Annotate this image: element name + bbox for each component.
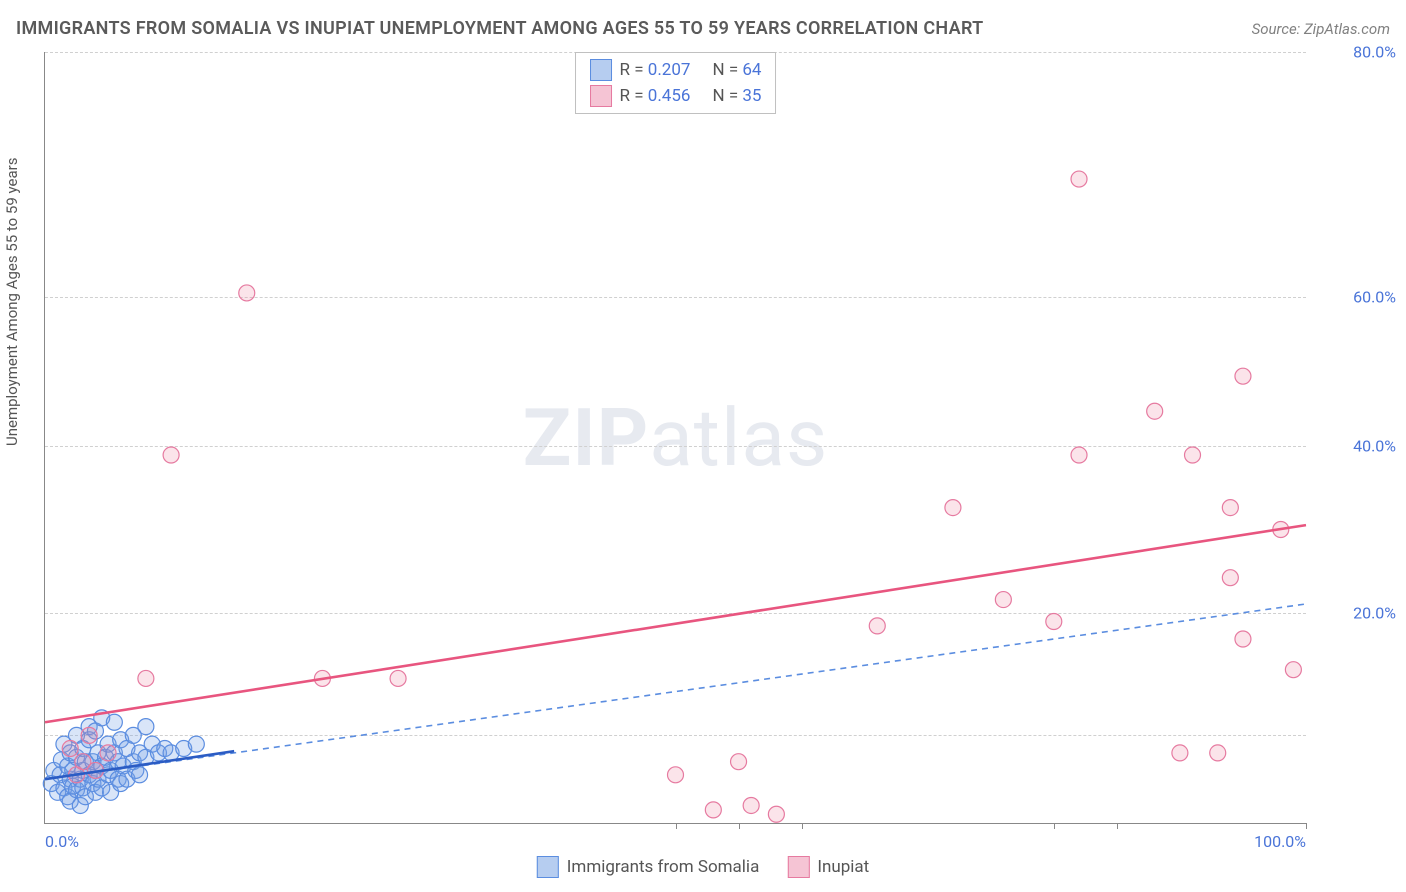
scatter-point-inupiat [1046,613,1062,629]
chart-header: IMMIGRANTS FROM SOMALIA VS INUPIAT UNEMP… [16,18,1390,39]
scatter-point-inupiat [668,767,684,783]
x-minor-tick [676,823,677,829]
scatter-point-somalia [106,714,122,730]
scatter-point-inupiat [768,806,784,822]
series-label-somalia: Immigrants from Somalia [567,857,760,877]
scatter-point-inupiat [163,447,179,463]
y-axis-label: Unemployment Among Ages 55 to 59 years [3,158,21,446]
scatter-point-inupiat [1071,171,1087,187]
scatter-point-inupiat [1210,745,1226,761]
scatter-point-inupiat [743,797,759,813]
scatter-point-inupiat [1147,403,1163,419]
scatter-point-inupiat [390,670,406,686]
x-minor-tick [1117,823,1118,829]
y-tick-label: 80.0% [1316,43,1396,62]
y-tick-label: 20.0% [1316,603,1396,622]
scatter-point-inupiat [1222,570,1238,586]
x-minor-tick [739,823,740,829]
legend-swatch-somalia [590,59,612,81]
scatter-point-inupiat [1222,500,1238,516]
scatter-point-inupiat [1285,662,1301,678]
plot-area: ZIPatlas 20.0%40.0%60.0%80.0% 0.0%100.0%… [44,52,1306,824]
x-tick-label: 0.0% [45,832,79,851]
x-minor-tick [802,823,803,829]
scatter-point-inupiat [1185,447,1201,463]
scatter-point-inupiat [239,285,255,301]
correlation-legend: R = 0.207 N = 64 R = 0.456 N = 35 [575,52,777,114]
legend-row-inupiat: R = 0.456 N = 35 [590,85,762,107]
trend-line-inupiat [45,525,1306,722]
y-tick-label: 40.0% [1316,437,1396,456]
scatter-point-inupiat [705,802,721,818]
scatter-point-inupiat [1235,368,1251,384]
legend-r-inupiat: R = 0.456 [620,86,691,106]
x-tick-label: 100.0% [1254,832,1306,851]
series-swatch-inupiat [787,856,809,878]
legend-n-inupiat: N = 35 [712,86,761,106]
scatter-point-inupiat [731,754,747,770]
scatter-point-inupiat [995,592,1011,608]
x-minor-tick [1306,823,1307,829]
series-legend-item-inupiat: Inupiat [787,856,869,878]
x-minor-tick [1054,823,1055,829]
series-legend-item-somalia: Immigrants from Somalia [537,856,760,878]
scatter-point-somalia [138,719,154,735]
scatter-point-inupiat [1172,745,1188,761]
scatter-point-inupiat [945,500,961,516]
scatter-point-inupiat [100,745,116,761]
series-legend: Immigrants from Somalia Inupiat [537,856,869,878]
chart-source: Source: ZipAtlas.com [1252,20,1390,38]
series-label-inupiat: Inupiat [817,857,869,877]
scatter-point-inupiat [81,727,97,743]
scatter-point-inupiat [869,618,885,634]
series-swatch-somalia [537,856,559,878]
y-tick-label: 60.0% [1316,288,1396,307]
scatter-point-inupiat [1071,447,1087,463]
scatter-point-inupiat [62,741,78,757]
chart-title: IMMIGRANTS FROM SOMALIA VS INUPIAT UNEMP… [16,18,983,39]
scatter-point-somalia [132,767,148,783]
scatter-svg [45,52,1306,823]
scatter-point-inupiat [1235,631,1251,647]
scatter-point-somalia [188,736,204,752]
legend-row-somalia: R = 0.207 N = 64 [590,59,762,81]
legend-r-somalia: R = 0.207 [620,60,691,80]
legend-n-somalia: N = 64 [712,60,761,80]
legend-swatch-inupiat [590,85,612,107]
scatter-point-inupiat [138,670,154,686]
